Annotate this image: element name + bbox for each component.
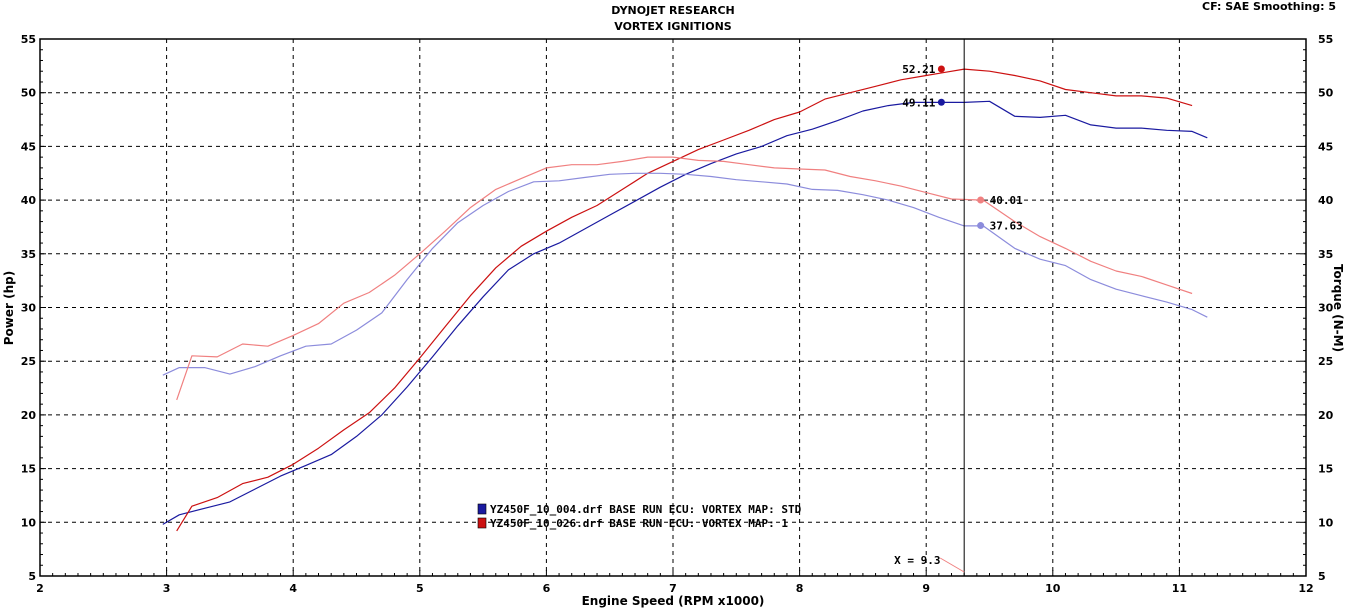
y-tick-label-right: 50	[1318, 87, 1334, 100]
value-marker-label: 37.63	[990, 220, 1023, 233]
chart-title-line2: VORTEX IGNITIONS	[614, 20, 732, 33]
value-marker	[937, 98, 945, 106]
legend-swatch	[477, 503, 487, 515]
chart-title-line1: DYNOJET RESEARCH	[611, 4, 734, 17]
y-tick-label-left: 55	[21, 33, 36, 46]
y-tick-label-right: 40	[1318, 194, 1334, 207]
value-marker	[937, 65, 945, 73]
y-tick-label-left: 5	[28, 570, 36, 583]
x-tick-label: 4	[289, 582, 297, 595]
series-line-004-torque	[162, 172, 1208, 376]
y-tick-label-right: 30	[1318, 302, 1334, 315]
y-tick-label-left: 25	[21, 355, 36, 368]
value-marker-label: 49.11	[902, 96, 935, 109]
x-tick-label: 10	[1045, 582, 1061, 595]
x-tick-label: 12	[1298, 582, 1313, 595]
y-tick-label-right: 5	[1318, 570, 1326, 583]
y-tick-label-right: 35	[1318, 248, 1333, 261]
series-line-026-torque	[176, 156, 1193, 401]
x-tick-label: 5	[416, 582, 424, 595]
x-tick-label: 2	[36, 582, 44, 595]
cursor-tail	[939, 557, 965, 573]
y-tick-label-left: 10	[21, 516, 37, 529]
y-tick-label-right: 55	[1318, 33, 1333, 46]
y-tick-label-left: 50	[21, 87, 37, 100]
legend-swatch	[477, 517, 487, 529]
y-tick-label-left: 40	[21, 194, 37, 207]
x-tick-label: 3	[163, 582, 171, 595]
value-marker	[977, 222, 985, 230]
value-marker	[977, 196, 985, 204]
x-tick-label: 6	[543, 582, 551, 595]
y-axis-label-left: Power (hp)	[2, 271, 16, 345]
legend-entry: YZ450F_10_026.drf BASE RUN ECU: VORTEX M…	[490, 517, 788, 530]
y-tick-label-right: 45	[1318, 140, 1333, 153]
series-line-026-power	[176, 68, 1193, 532]
y-tick-label-right: 20	[1318, 409, 1334, 422]
y-tick-label-right: 10	[1318, 516, 1334, 529]
value-marker-label: 52.21	[902, 63, 935, 76]
cursor-label: X = 9.3	[894, 554, 940, 567]
y-tick-label-left: 30	[21, 302, 37, 315]
y-tick-label-right: 25	[1318, 355, 1333, 368]
x-axis-label: Engine Speed (RPM x1000)	[582, 594, 765, 608]
y-tick-label-left: 35	[21, 248, 36, 261]
y-axis-label-right: Torque (N-M)	[1331, 264, 1345, 352]
x-tick-label: 7	[669, 582, 677, 595]
y-tick-label-left: 15	[21, 463, 36, 476]
value-marker-label: 40.01	[990, 194, 1023, 207]
chart-settings: CF: SAE Smoothing: 5	[1202, 0, 1336, 13]
x-tick-label: 8	[796, 582, 804, 595]
x-tick-label: 11	[1172, 582, 1187, 595]
y-tick-label-right: 15	[1318, 463, 1333, 476]
y-tick-label-left: 45	[21, 140, 36, 153]
x-tick-label: 9	[922, 582, 930, 595]
y-tick-label-left: 20	[21, 409, 37, 422]
legend-entry: YZ450F_10_004.drf BASE RUN ECU: VORTEX M…	[490, 503, 802, 516]
